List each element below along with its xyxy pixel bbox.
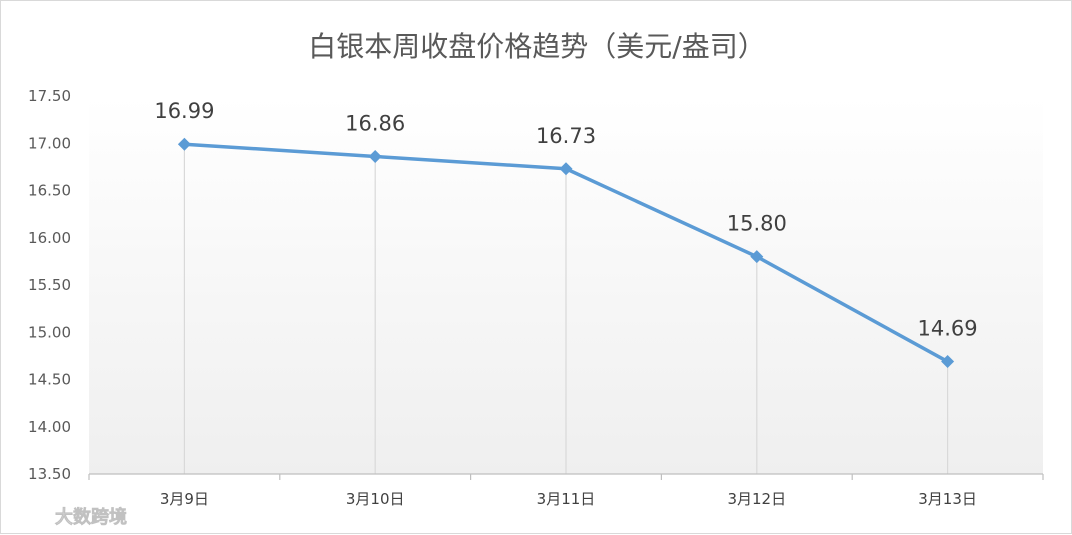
data-point-marker	[941, 355, 955, 369]
data-label: 16.86	[345, 111, 405, 135]
x-axis	[88, 473, 1044, 480]
x-axis-category-labels: 3月9日 3月10日 3月11日 3月12日 3月13日	[160, 490, 977, 508]
data-label: 16.73	[536, 124, 596, 148]
data-point-marker	[368, 149, 382, 163]
logo-swirl-icon	[11, 491, 51, 523]
x-category-label: 3月10日	[346, 490, 405, 508]
data-label: 16.99	[154, 99, 214, 123]
x-category-label: 3月9日	[160, 490, 209, 508]
y-tick-label: 14.50	[28, 371, 71, 389]
y-tick-label: 13.50	[28, 465, 71, 483]
x-category-label: 3月13日	[918, 490, 977, 508]
y-axis-tick-labels: 13.50 14.00 14.50 15.00 15.50 16.00 16.50 17.00…	[28, 87, 71, 483]
chart-title: 白银本周收盘价格趋势（美元/盎司）	[308, 30, 765, 63]
data-point-marker	[177, 137, 191, 151]
y-tick-label: 16.00	[28, 229, 71, 247]
data-point-marker	[559, 162, 573, 176]
y-tick-label: 16.50	[28, 182, 71, 200]
x-category-label: 3月12日	[727, 490, 786, 508]
series-price	[177, 137, 955, 369]
y-tick-label: 14.00	[28, 418, 71, 436]
drop-lines	[183, 144, 949, 474]
data-labels: 16.99 16.86 16.73 15.80 14.69	[154, 99, 977, 340]
y-tick-label: 15.00	[28, 323, 71, 341]
watermark: 大数跨境	[11, 491, 127, 528]
y-tick-label: 17.00	[28, 134, 71, 152]
y-tick-label: 15.50	[28, 276, 71, 294]
data-label: 15.80	[727, 212, 787, 236]
data-point-marker	[750, 250, 764, 264]
y-tick-label: 17.50	[28, 87, 71, 105]
data-label: 14.69	[918, 317, 978, 341]
watermark-text: 大数跨境	[55, 506, 127, 528]
x-category-label: 3月11日	[537, 490, 596, 508]
